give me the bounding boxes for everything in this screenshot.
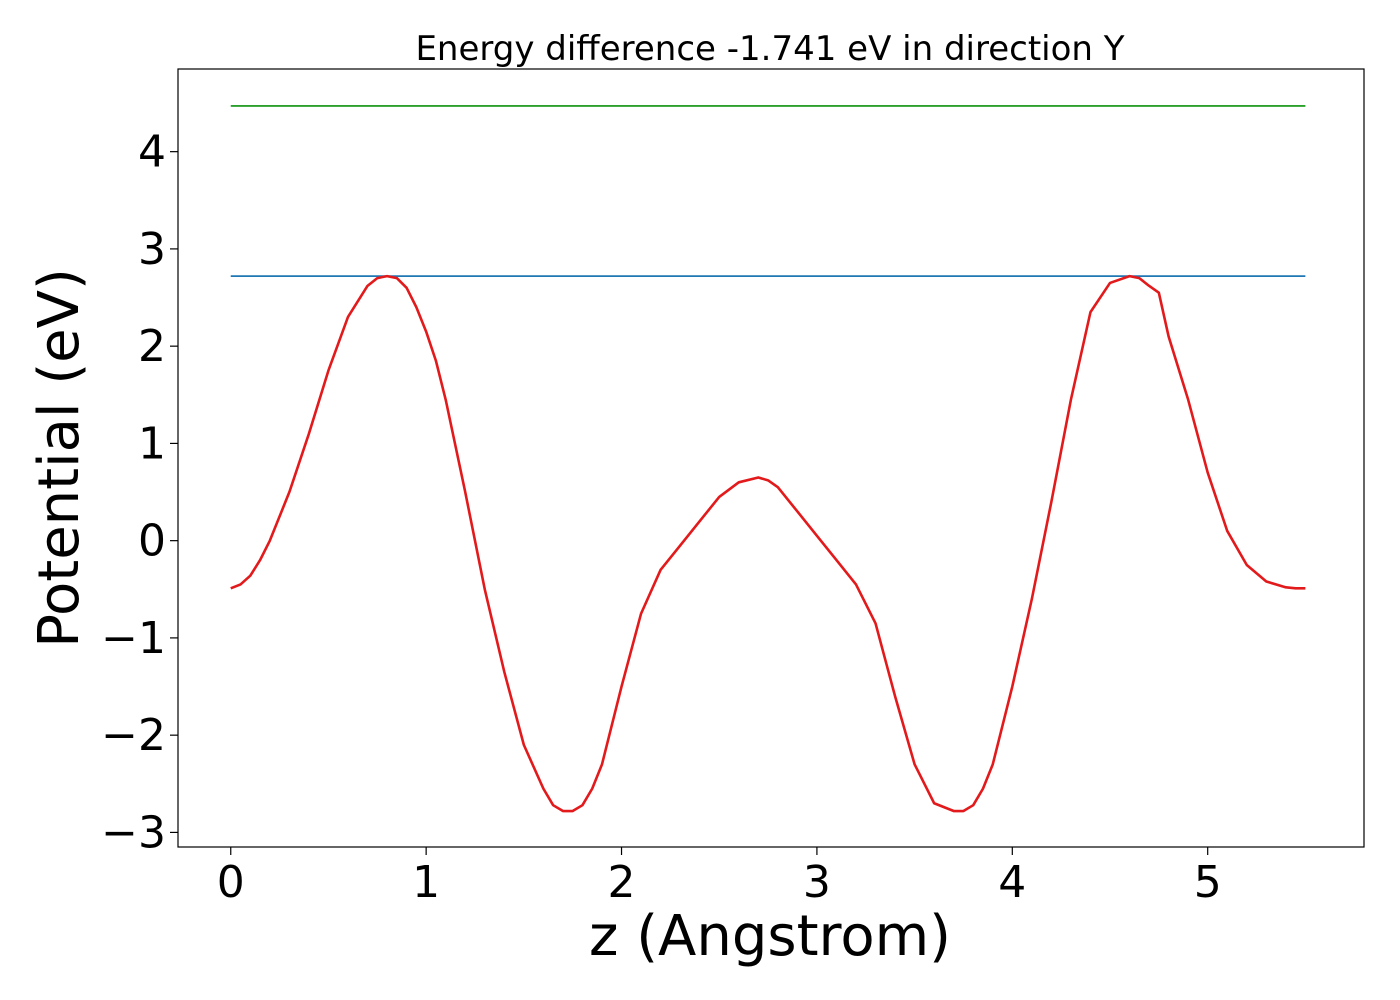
plot-frame (177, 68, 1365, 848)
y-axis-ticks: −3 −2 −1 0 1 2 3 4 (101, 127, 178, 858)
x-tick-label-5: 5 (1194, 857, 1222, 908)
x-tick-label-0: 0 (217, 857, 245, 908)
series-layer (230, 105, 1306, 813)
y-tick-label-1: −2 (101, 710, 166, 761)
x-axis-label: z (Angstrom) (589, 904, 951, 969)
y-tick-label-6: 3 (138, 224, 166, 275)
y-axis-label: Potential (eV) (27, 268, 92, 648)
x-axis-ticks: 0 1 2 3 4 5 (217, 847, 1222, 908)
y-tick-label-0: −3 (101, 807, 166, 858)
y-tick-label-3: 0 (138, 516, 166, 567)
series-line-2 (230, 274, 1306, 813)
y-tick-label-7: 4 (138, 127, 166, 178)
chart-title: Energy difference -1.741 eV in direction… (415, 29, 1124, 69)
y-tick-label-4: 1 (138, 418, 166, 469)
x-tick-label-4: 4 (998, 857, 1026, 908)
y-tick-label-2: −1 (101, 613, 166, 664)
x-tick-label-3: 3 (803, 857, 831, 908)
y-tick-label-5: 2 (138, 321, 166, 372)
x-tick-label-2: 2 (608, 857, 636, 908)
x-tick-label-1: 1 (412, 857, 440, 908)
